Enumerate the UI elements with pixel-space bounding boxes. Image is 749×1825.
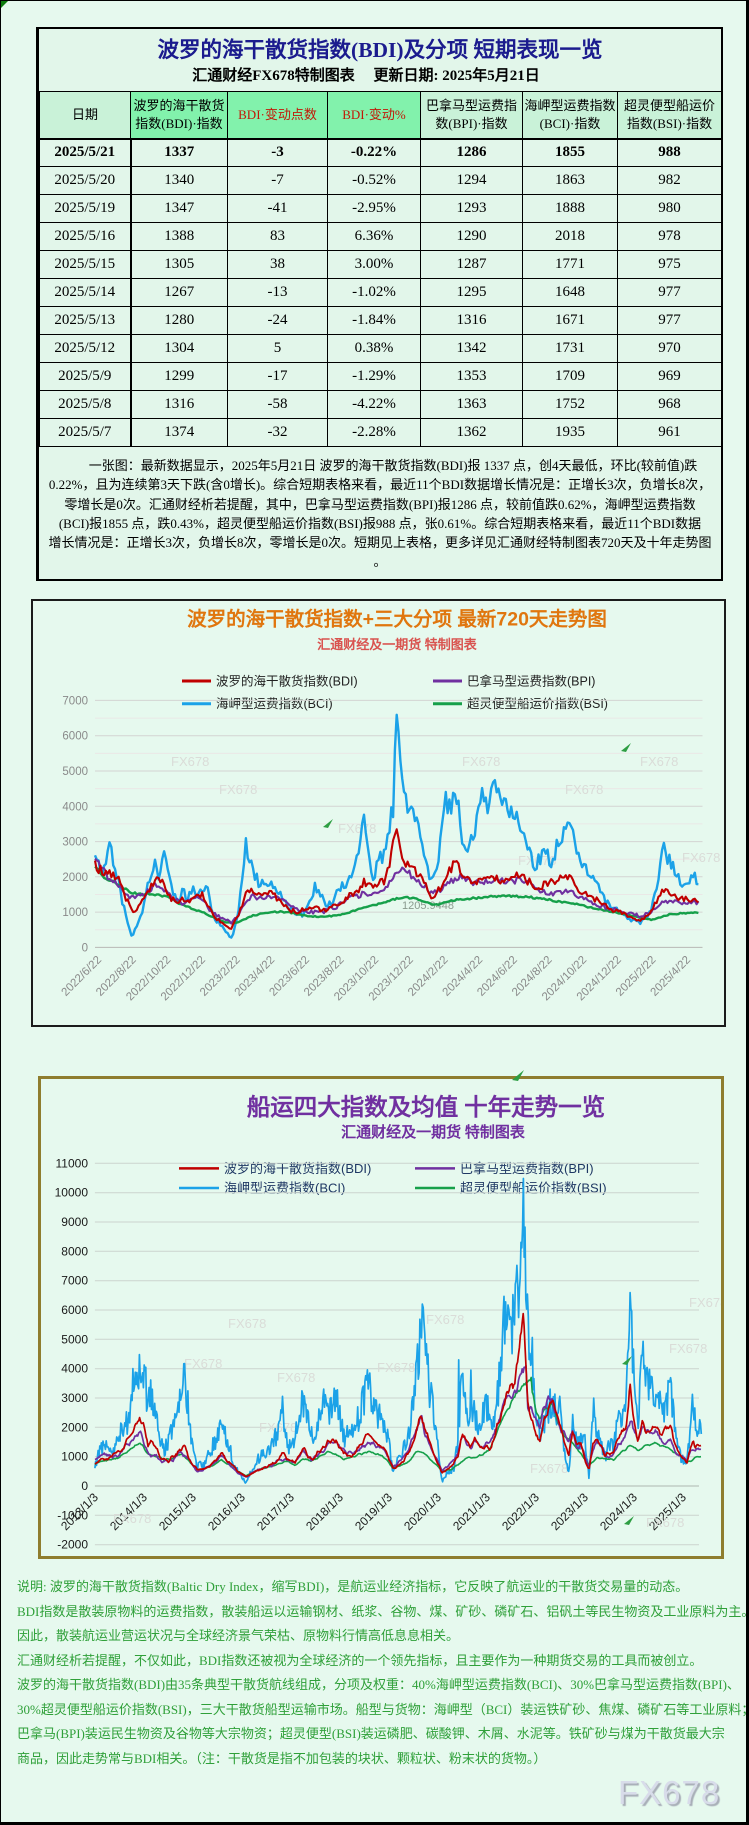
svg-text:FX678: FX678 (426, 1312, 464, 1327)
svg-text:3000: 3000 (62, 837, 88, 849)
svg-text:-1000: -1000 (57, 1508, 88, 1522)
svg-text:FX678: FX678 (669, 1341, 707, 1356)
svg-text:2024/1/3: 2024/1/3 (597, 1490, 640, 1533)
svg-text:4000: 4000 (61, 1362, 88, 1376)
svg-text:2021/1/3: 2021/1/3 (450, 1490, 493, 1533)
svg-text:2017/1/3: 2017/1/3 (254, 1490, 297, 1533)
svg-text:FX678: FX678 (377, 1360, 415, 1375)
svg-text:FX678: FX678 (184, 1356, 222, 1371)
svg-text:FX678: FX678 (682, 850, 720, 865)
svg-text:2023/1/3: 2023/1/3 (548, 1490, 591, 1533)
svg-text:11000: 11000 (56, 1156, 89, 1170)
svg-text:7000: 7000 (61, 1274, 88, 1288)
svg-text:8000: 8000 (61, 1244, 88, 1258)
svg-text:5000: 5000 (62, 766, 88, 778)
svg-text:2000: 2000 (62, 872, 88, 884)
svg-text:2016/1/3: 2016/1/3 (205, 1490, 248, 1533)
svg-text:波罗的海干散货指数(BDI): 波罗的海干散货指数(BDI) (216, 674, 358, 689)
svg-text:6000: 6000 (62, 731, 88, 743)
svg-text:船运四大指数及均值 十年走势一览: 船运四大指数及均值 十年走势一览 (247, 1093, 605, 1121)
svg-text:FX678: FX678 (171, 754, 209, 769)
svg-text:3000: 3000 (61, 1391, 88, 1405)
svg-text:5000: 5000 (61, 1332, 88, 1346)
svg-text:FX678: FX678 (219, 782, 257, 797)
svg-text:FX678: FX678 (277, 1370, 315, 1385)
svg-text:2015/1/3: 2015/1/3 (156, 1490, 199, 1533)
svg-text:超灵便型船运价指数(BSI): 超灵便型船运价指数(BSI) (460, 1181, 607, 1196)
svg-text:1000: 1000 (61, 1450, 88, 1464)
svg-text:6000: 6000 (61, 1303, 88, 1317)
svg-text:4000: 4000 (62, 801, 88, 813)
svg-text:2020/1/3: 2020/1/3 (401, 1490, 444, 1533)
svg-text:FX678: FX678 (565, 782, 603, 797)
svg-text:海岬型运费指数(BCI): 海岬型运费指数(BCI) (216, 696, 333, 711)
svg-text:7000: 7000 (62, 695, 88, 707)
svg-text:9000: 9000 (61, 1215, 88, 1229)
svg-text:FX678: FX678 (228, 1316, 266, 1331)
svg-text:巴拿马型运费指数(BPI): 巴拿马型运费指数(BPI) (460, 1161, 594, 1176)
svg-text:2000: 2000 (61, 1420, 88, 1434)
svg-text:-2000: -2000 (57, 1538, 88, 1552)
svg-text:波罗的海干散货指数+三大分项 最新720天走势图: 波罗的海干散货指数+三大分项 最新720天走势图 (187, 608, 607, 631)
svg-text:FX678: FX678 (113, 1511, 151, 1526)
svg-text:FX678: FX678 (640, 754, 678, 769)
svg-text:2019/1/3: 2019/1/3 (352, 1490, 395, 1533)
svg-text:FX678: FX678 (462, 754, 500, 769)
svg-text:超灵便型船运价指数(BSI): 超灵便型船运价指数(BSI) (467, 696, 608, 711)
svg-text:海岬型运费指数(BCI): 海岬型运费指数(BCI) (224, 1181, 345, 1196)
svg-text:FX678: FX678 (646, 1515, 684, 1530)
svg-text:2018/1/3: 2018/1/3 (303, 1490, 346, 1533)
svg-text:巴拿马型运费指数(BPI): 巴拿马型运费指数(BPI) (467, 674, 595, 689)
svg-text:波罗的海干散货指数(BDI): 波罗的海干散货指数(BDI) (224, 1161, 371, 1176)
svg-text:FX678: FX678 (530, 1461, 568, 1476)
svg-text:FX678: FX678 (338, 821, 376, 836)
svg-text:汇通财经及一期货 特制图表: 汇通财经及一期货 特制图表 (317, 637, 478, 652)
svg-text:汇通财经及一期货 特制图表: 汇通财经及一期货 特制图表 (341, 1123, 526, 1141)
svg-text:1000: 1000 (62, 907, 88, 919)
svg-text:0: 0 (82, 942, 88, 954)
svg-text:10000: 10000 (55, 1186, 89, 1200)
svg-text:FX678: FX678 (689, 1295, 721, 1310)
svg-text:2022/1/3: 2022/1/3 (499, 1490, 542, 1533)
svg-text:0: 0 (81, 1479, 88, 1493)
